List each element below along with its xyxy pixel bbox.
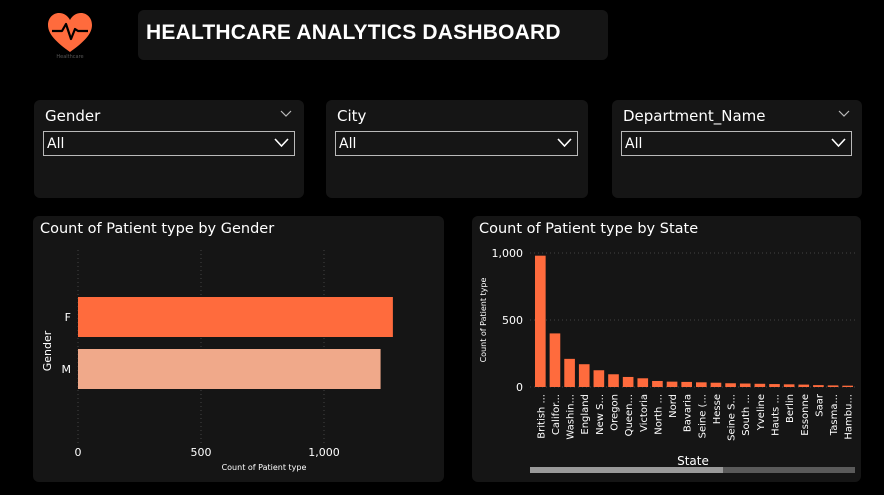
- bar: [798, 384, 810, 387]
- x-tick-label: Yveline: [756, 394, 767, 431]
- x-tick-label: North ...: [653, 394, 664, 435]
- x-tick-label: Nord: [668, 394, 679, 418]
- horizontal-scrollbar-thumb[interactable]: [530, 467, 723, 473]
- x-tick-label: Hauts ...: [771, 394, 782, 436]
- chart-title: Count of Patient type by Gender: [40, 221, 275, 237]
- bar: [666, 381, 678, 387]
- x-tick-label: Tasma...: [829, 394, 840, 436]
- slicer-city: City All: [326, 100, 588, 198]
- x-tick-label: South ...: [741, 394, 752, 436]
- slicer-label: City: [337, 107, 367, 125]
- y-tick-label: M: [62, 363, 72, 376]
- chevron-down-icon[interactable]: [838, 110, 850, 118]
- slicer-gender: Gender All: [34, 100, 304, 198]
- heart-pulse-icon: Healthcare: [46, 12, 94, 64]
- x-tick-label: New S...: [595, 394, 606, 435]
- city-dropdown[interactable]: All: [335, 131, 578, 156]
- x-axis-label: State: [677, 454, 709, 468]
- bar: [535, 255, 546, 387]
- chevron-down-icon[interactable]: [831, 138, 846, 148]
- x-tick-label: 0: [75, 446, 82, 459]
- x-tick-label: Washin...: [566, 394, 577, 440]
- x-tick-label: Bavaria: [683, 394, 694, 432]
- bar-f: [78, 297, 393, 337]
- bar: [725, 383, 736, 387]
- x-tick-label: British ...: [536, 394, 547, 439]
- bar: [842, 385, 853, 387]
- bar: [754, 383, 766, 387]
- page-title: HEALTHCARE ANALYTICS DASHBOARD: [146, 21, 561, 44]
- chevron-down-icon[interactable]: [274, 138, 289, 148]
- bar-m: [78, 349, 381, 389]
- bar: [813, 385, 824, 387]
- bar: [578, 364, 590, 387]
- bar: [681, 381, 692, 387]
- x-tick-label: Califor...: [551, 394, 562, 435]
- y-tick-label: 500: [502, 314, 523, 327]
- y-tick-label: F: [65, 311, 71, 324]
- x-axis-label: Count of Patient type: [222, 463, 307, 472]
- x-tick-label: Seine S...: [727, 394, 738, 441]
- gender-bar-chart: Gender Count of Patient type 0 500 1,000…: [41, 250, 393, 472]
- y-axis-label: Gender: [41, 330, 54, 371]
- bar: [608, 374, 619, 387]
- x-tick-label: Hambu...: [844, 394, 855, 440]
- state-bar-chart: Count of Patient type State 1,000 500 0 …: [479, 247, 855, 473]
- state-chart-panel: Count of Patient type by State Count of …: [472, 216, 861, 482]
- x-tick-label: Seine (...: [697, 394, 708, 438]
- bar: [593, 370, 605, 387]
- dropdown-value: All: [47, 136, 65, 152]
- bar: [769, 384, 780, 387]
- bar: [564, 358, 575, 387]
- x-tick-label: England: [580, 394, 591, 435]
- logo-text: Healthcare: [56, 54, 84, 60]
- slicer-department: Department_Name All: [612, 100, 862, 198]
- x-tick-label: Oregon: [610, 394, 621, 431]
- bar: [710, 382, 722, 387]
- slicer-label: Gender: [45, 107, 101, 125]
- dropdown-value: All: [339, 136, 357, 152]
- bar: [739, 383, 751, 387]
- y-tick-label: 0: [516, 381, 523, 394]
- bar: [783, 384, 795, 387]
- x-tick-label: 500: [191, 446, 212, 459]
- chevron-down-icon[interactable]: [557, 138, 572, 148]
- x-tick-label: Queen...: [624, 394, 635, 436]
- bar: [696, 382, 707, 387]
- bar: [652, 380, 663, 387]
- chart-title: Count of Patient type by State: [479, 221, 699, 237]
- bar: [549, 333, 561, 387]
- x-tick-label: Victoria: [639, 394, 650, 432]
- x-tick-label: 1,000: [308, 446, 340, 459]
- bar: [637, 378, 649, 387]
- gender-dropdown[interactable]: All: [43, 131, 295, 156]
- bar: [622, 376, 634, 387]
- x-tick-label: Berlin: [785, 394, 796, 423]
- x-tick-label: Hesse: [712, 394, 723, 424]
- dropdown-value: All: [625, 136, 643, 152]
- y-tick-label: 1,000: [492, 247, 524, 260]
- x-tick-label: Essonne: [800, 394, 811, 436]
- bar: [827, 385, 839, 387]
- department-dropdown[interactable]: All: [621, 131, 852, 156]
- y-axis-label: Count of Patient type: [479, 278, 488, 363]
- x-tick-label: Saar: [814, 393, 825, 417]
- gender-chart-panel: Count of Patient type by Gender Gender C…: [33, 216, 444, 482]
- slicer-label: Department_Name: [623, 107, 766, 125]
- chevron-down-icon[interactable]: [280, 110, 292, 118]
- title-card: HEALTHCARE ANALYTICS DASHBOARD: [138, 10, 608, 60]
